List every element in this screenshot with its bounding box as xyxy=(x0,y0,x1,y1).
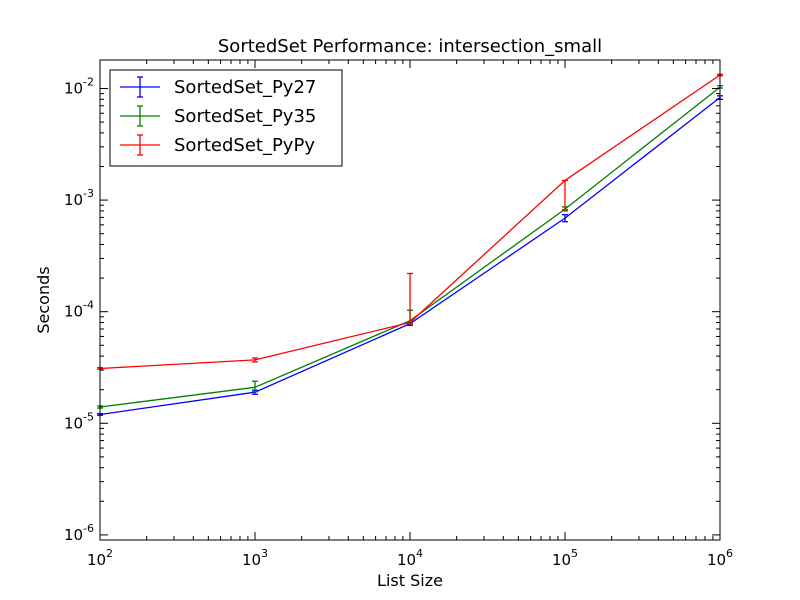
y-axis-label: Seconds xyxy=(34,266,53,333)
x-tick-label: 104 xyxy=(397,547,423,569)
error-bar xyxy=(562,214,568,223)
y-tick-label: 10-6 xyxy=(64,522,94,544)
legend-label: SortedSet_Py27 xyxy=(174,77,316,98)
series-2 xyxy=(97,73,723,370)
plot-frame xyxy=(99,59,721,541)
legend-box xyxy=(109,69,343,167)
y-tick-label: 10-4 xyxy=(64,299,94,321)
x-tick-label: 105 xyxy=(552,547,578,569)
x-tick-label: 106 xyxy=(707,547,733,569)
series-layer xyxy=(97,73,723,416)
error-bar xyxy=(562,179,568,211)
error-bar xyxy=(407,272,413,325)
x-tick-label: 103 xyxy=(242,547,268,569)
legend-label: SortedSet_Py35 xyxy=(174,106,316,127)
ticks-layer: 102 103 104 105 106 10-6 10-5 10-4 10-3 10-2 xyxy=(64,60,733,569)
legend-entry: SortedSet_PyPy xyxy=(120,134,315,156)
error-bar xyxy=(252,357,258,363)
y-tick-label: 10-2 xyxy=(64,75,94,97)
x-tick-label: 102 xyxy=(87,547,113,569)
chart-title: SortedSet Performance: intersection_smal… xyxy=(218,36,602,57)
legend-entry: SortedSet_Py35 xyxy=(120,105,316,127)
y-tick-label: 10-3 xyxy=(64,187,94,209)
legend: SortedSet_Py27 SortedSet_Py35 SortedSet_Py… xyxy=(109,69,343,167)
legend-entry: SortedSet_Py27 xyxy=(120,76,316,98)
error-bar xyxy=(252,380,258,393)
legend-label: SortedSet_PyPy xyxy=(174,135,315,156)
x-axis-label: List Size xyxy=(377,571,443,590)
y-tick-label: 10-5 xyxy=(64,410,94,432)
